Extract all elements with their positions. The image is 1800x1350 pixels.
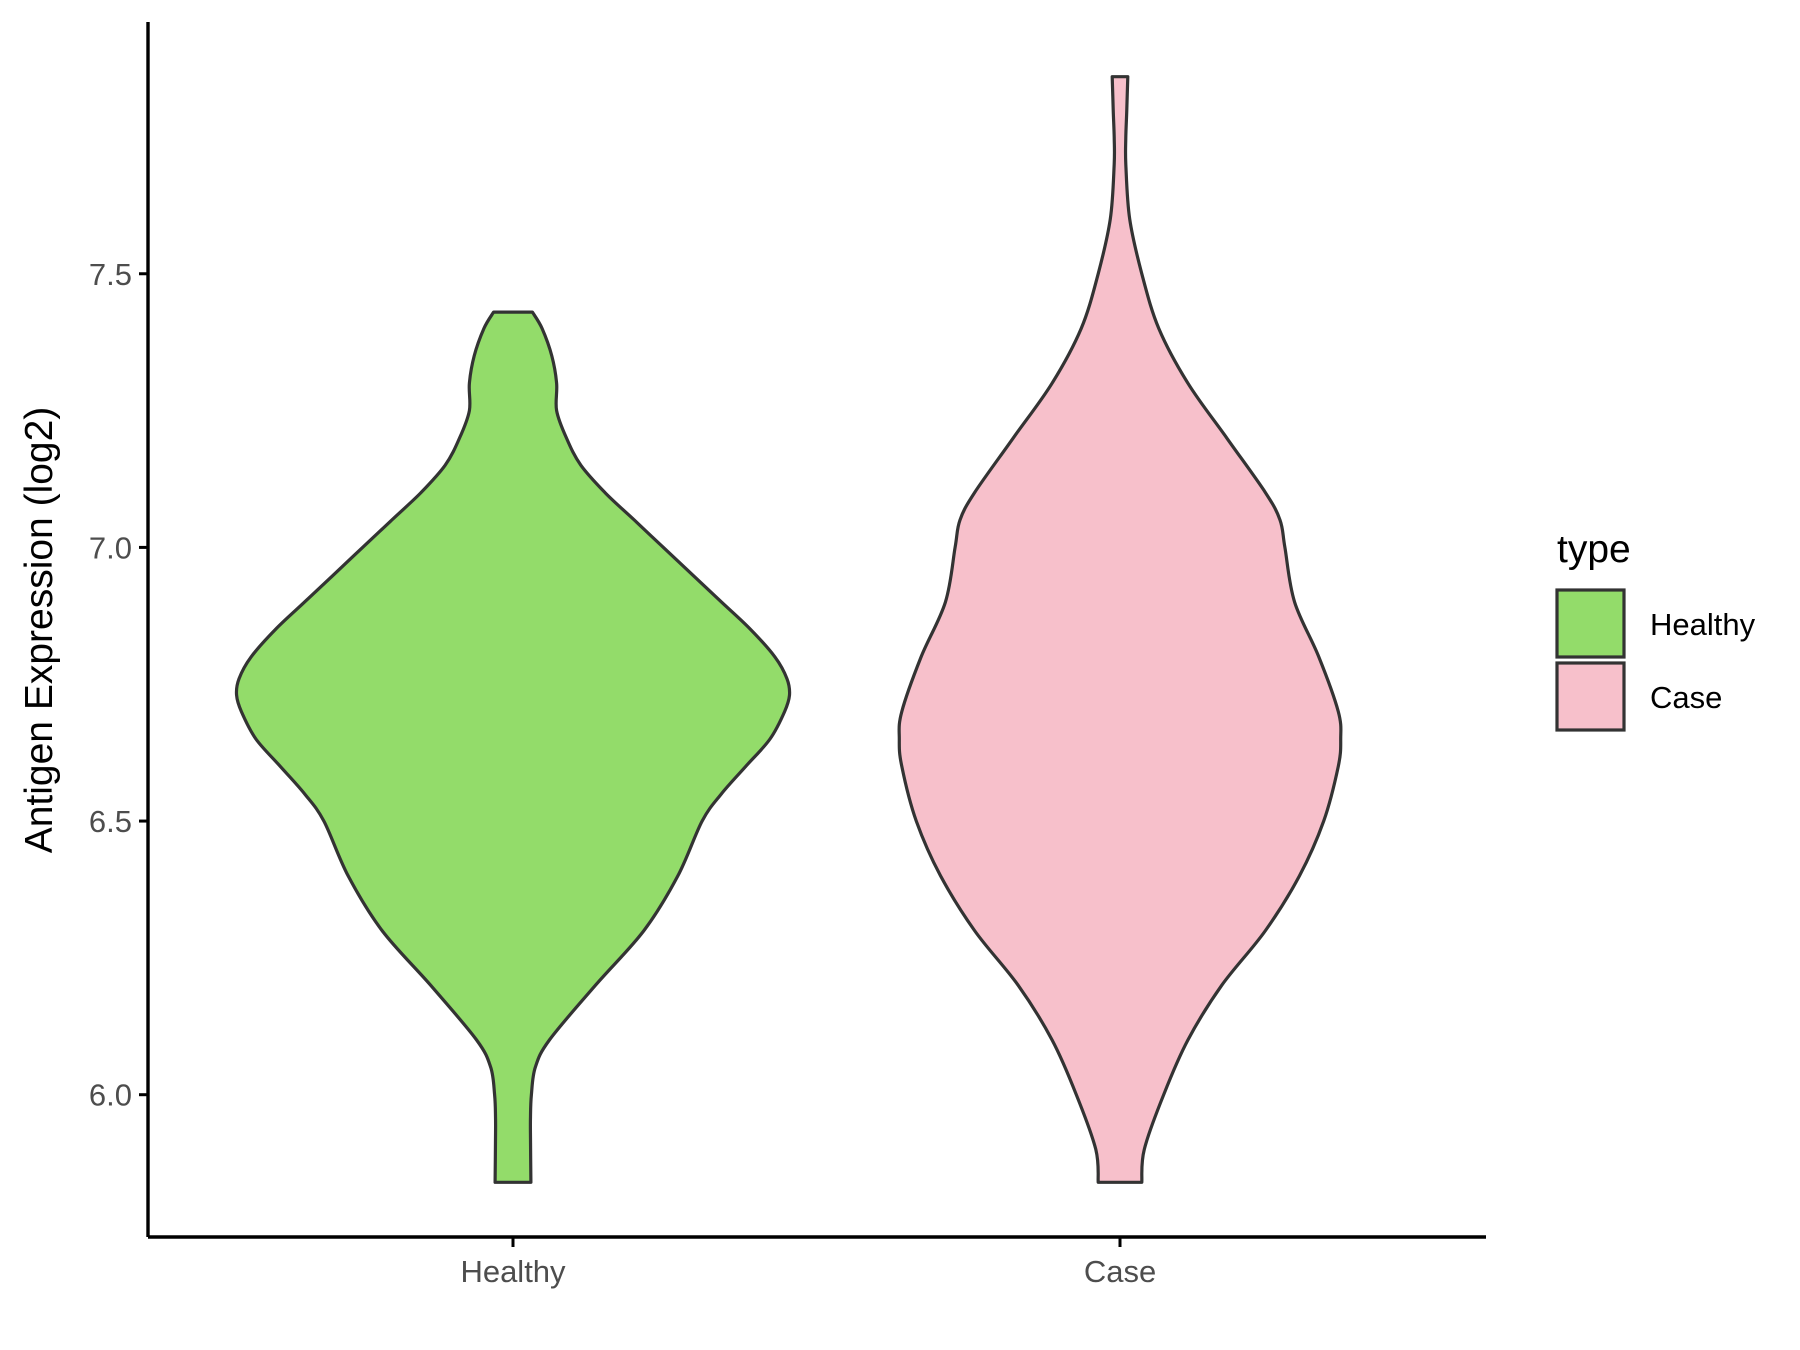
legend-items: Healthy Case: [1555, 588, 1756, 732]
legend: type Healthy Case: [1555, 528, 1756, 732]
plot-area: [234, 75, 1343, 1184]
legend-swatch-case: [1555, 661, 1626, 732]
y-tick-label: 7.0: [89, 530, 132, 565]
y-tick-label: 6.0: [89, 1078, 132, 1113]
x-tick-label: Healthy: [460, 1254, 566, 1289]
y-tick-label: 7.5: [89, 257, 132, 292]
violin-healthy: [234, 310, 792, 1184]
axes: [146, 22, 1486, 1239]
y-axis-title: Antigen Expression (log2): [18, 407, 61, 854]
violin-case: [897, 75, 1343, 1184]
legend-swatch-healthy: [1555, 588, 1626, 659]
x-tick-label: Case: [1084, 1254, 1156, 1289]
x-ticks: Healthy Case: [460, 1237, 1156, 1289]
legend-label-case: Case: [1650, 680, 1722, 715]
y-ticks: 6.0 6.5 7.0 7.5: [89, 257, 148, 1113]
y-tick-label: 6.5: [89, 804, 132, 839]
legend-label-healthy: Healthy: [1650, 607, 1756, 642]
legend-title: type: [1557, 528, 1631, 571]
